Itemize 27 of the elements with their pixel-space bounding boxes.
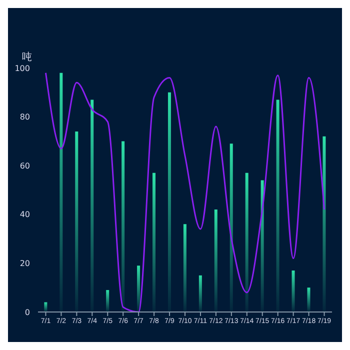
line-series <box>44 72 326 312</box>
bar <box>183 224 186 312</box>
y-tick-label: 80 <box>20 112 30 122</box>
bar <box>122 141 125 312</box>
y-axis-title: 吨 <box>22 51 32 63</box>
bar <box>152 172 156 312</box>
y-tick-label: 40 <box>20 210 30 220</box>
bar <box>60 72 63 312</box>
bar <box>276 100 280 312</box>
y-tick-label: 0 <box>24 308 30 317</box>
y-tick-label: 60 <box>20 161 30 170</box>
bar <box>230 144 233 312</box>
bar <box>322 136 326 312</box>
bar <box>307 288 310 312</box>
bar <box>75 131 78 312</box>
bar <box>245 172 248 312</box>
y-tick-label: 100 <box>14 64 30 73</box>
y-tick-label: 20 <box>20 259 30 268</box>
bar <box>260 180 264 312</box>
bar <box>198 275 202 312</box>
bar <box>90 100 94 312</box>
bar <box>168 92 171 312</box>
bar <box>106 290 110 312</box>
bar <box>44 302 48 312</box>
bar <box>292 270 295 312</box>
bar <box>214 210 218 312</box>
bar <box>137 266 140 312</box>
